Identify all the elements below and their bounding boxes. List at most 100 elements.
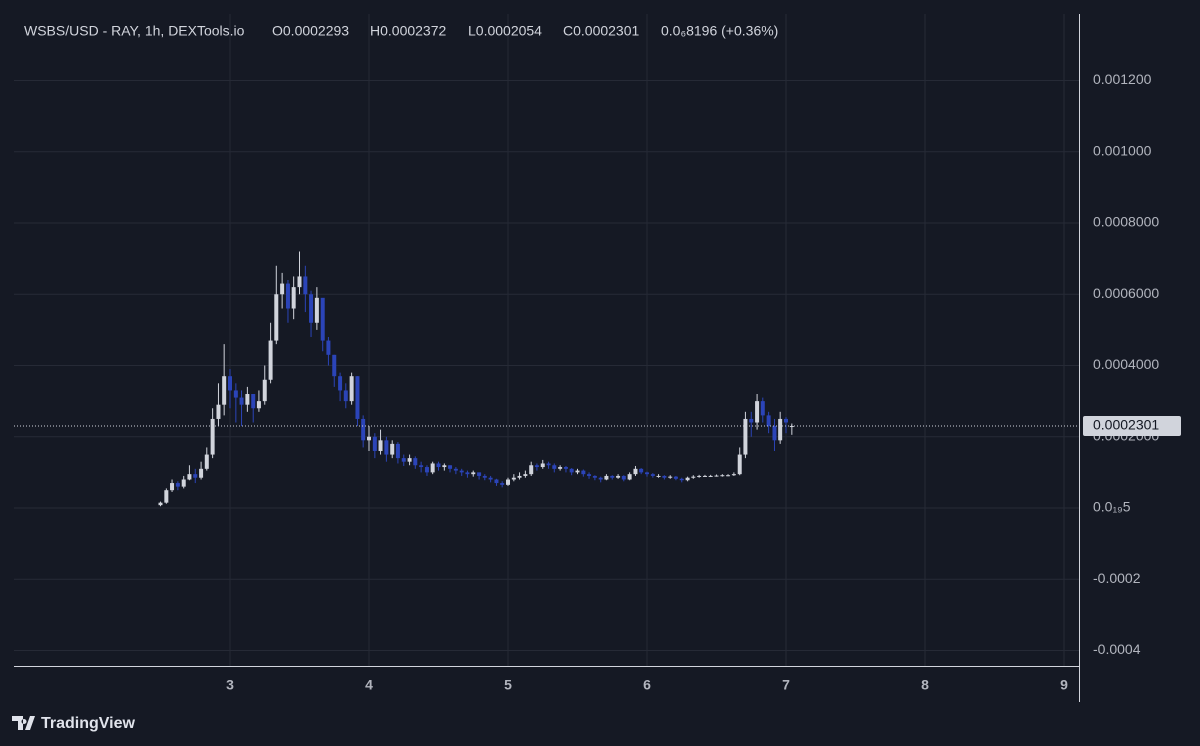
candle-body <box>656 475 661 477</box>
candle-body <box>314 297 319 323</box>
candle-body <box>343 390 348 402</box>
candle-body <box>256 401 261 409</box>
x-tick-label: 6 <box>643 677 651 693</box>
candle-body <box>285 283 290 309</box>
x-tick-label: 4 <box>365 677 373 693</box>
candle-body <box>517 475 522 478</box>
candle-body <box>280 283 285 295</box>
y-tick-label: 0.0006000 <box>1093 285 1159 301</box>
candle-body <box>355 376 360 419</box>
candle-body <box>199 468 204 478</box>
candle-body <box>170 483 175 491</box>
candle-body <box>755 401 760 423</box>
candle-body <box>338 376 343 391</box>
candle-body <box>731 474 736 476</box>
candle-body <box>627 474 632 480</box>
candle-body <box>413 458 418 466</box>
candle-body <box>662 475 667 478</box>
y-tick-label: 0.001200 <box>1093 71 1152 87</box>
current-price-box <box>1083 416 1181 437</box>
candle-body <box>604 475 609 480</box>
candle-body <box>552 465 557 469</box>
candle-body <box>523 474 528 476</box>
candle-body <box>488 477 493 480</box>
candle-body <box>778 418 783 441</box>
candle-body <box>193 474 198 478</box>
y-tick-label: 0.0₁₉5 <box>1093 499 1131 515</box>
candle-body <box>511 477 516 480</box>
candle-body <box>233 390 238 398</box>
candle-body <box>401 458 406 462</box>
candle-body <box>673 476 678 479</box>
candle-body <box>702 475 707 477</box>
candle-body <box>760 401 765 416</box>
candle-body <box>477 472 482 476</box>
candle-body <box>361 418 366 441</box>
candle-body <box>714 475 719 477</box>
candle-body <box>616 475 621 478</box>
candle-body <box>575 470 580 473</box>
candle-body <box>430 463 435 473</box>
x-tick-label: 8 <box>921 677 929 693</box>
current-price-label: 0.0002301 <box>1093 417 1159 433</box>
brand: TradingView <box>41 715 136 732</box>
candle-body <box>187 474 192 480</box>
candle-body <box>442 465 447 468</box>
candle-body <box>697 475 702 477</box>
change: 0.0₆8196 (+0.36%) <box>661 23 778 39</box>
candle-body <box>726 475 731 477</box>
candle-body <box>239 397 244 405</box>
candle-body <box>581 470 586 475</box>
candle-body <box>569 468 574 473</box>
y-tick-label: 0.0008000 <box>1093 214 1159 230</box>
candle-body <box>216 404 221 419</box>
candle-body <box>251 394 256 409</box>
candle-body <box>158 502 163 506</box>
candle-body <box>419 465 424 468</box>
candle-body <box>691 476 696 478</box>
candle-body <box>685 477 690 481</box>
candle-body <box>228 376 233 391</box>
candle-body <box>303 276 308 295</box>
x-tick-label: 3 <box>226 677 234 693</box>
candle-body <box>384 440 389 455</box>
candle-body <box>367 436 372 441</box>
candle-body <box>772 426 777 441</box>
ohlc-open: O0.0002293 <box>272 23 349 39</box>
candle-body <box>494 479 499 484</box>
candle-body <box>390 443 395 455</box>
candle-body <box>506 479 511 485</box>
candle-body <box>534 465 539 468</box>
candle-body <box>558 467 563 469</box>
candle-body <box>639 468 644 473</box>
candle-body <box>668 476 673 478</box>
candle-body <box>598 477 603 480</box>
candle-body <box>378 440 383 452</box>
ohlc-low: L0.0002054 <box>468 23 542 39</box>
candle-body <box>529 465 534 475</box>
candle-body <box>424 467 429 473</box>
candle-body <box>204 454 209 469</box>
candle-body <box>563 467 568 469</box>
candle-body <box>737 454 742 475</box>
ohlc-close: C0.0002301 <box>563 23 640 39</box>
candle-body <box>610 475 615 478</box>
y-tick-label: 0.0004000 <box>1093 356 1159 372</box>
candle-body <box>453 468 458 471</box>
grid <box>14 14 1080 666</box>
candle-body <box>175 483 180 487</box>
candle-body <box>268 340 273 380</box>
candle-body <box>210 418 215 455</box>
candle-body <box>222 376 227 405</box>
candle-body <box>784 418 789 423</box>
candle-body <box>471 472 476 475</box>
x-tick-label: 5 <box>504 677 512 693</box>
candle-body <box>245 394 250 405</box>
candle-body <box>465 472 470 475</box>
candle-body <box>181 479 186 487</box>
candle-body <box>650 474 655 476</box>
candles <box>14 251 1080 507</box>
candle-body <box>482 475 487 478</box>
